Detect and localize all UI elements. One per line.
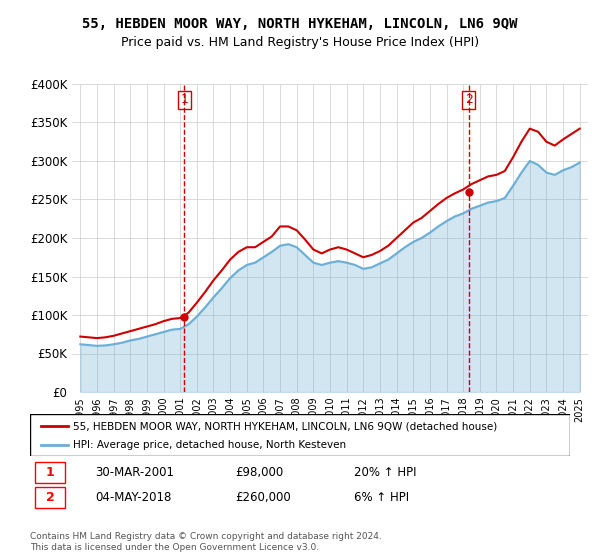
Text: Price paid vs. HM Land Registry's House Price Index (HPI): Price paid vs. HM Land Registry's House …	[121, 36, 479, 49]
Text: 1: 1	[46, 466, 55, 479]
Text: HPI: Average price, detached house, North Kesteven: HPI: Average price, detached house, Nort…	[73, 440, 346, 450]
FancyBboxPatch shape	[30, 414, 570, 456]
Text: Contains HM Land Registry data © Crown copyright and database right 2024.
This d: Contains HM Land Registry data © Crown c…	[30, 532, 382, 552]
Text: £98,000: £98,000	[235, 466, 283, 479]
FancyBboxPatch shape	[35, 462, 65, 483]
Text: 6% ↑ HPI: 6% ↑ HPI	[354, 491, 409, 504]
Text: 2: 2	[465, 93, 473, 106]
Text: 55, HEBDEN MOOR WAY, NORTH HYKEHAM, LINCOLN, LN6 9QW: 55, HEBDEN MOOR WAY, NORTH HYKEHAM, LINC…	[82, 17, 518, 31]
Text: 2: 2	[46, 491, 55, 504]
Text: 55, HEBDEN MOOR WAY, NORTH HYKEHAM, LINCOLN, LN6 9QW (detached house): 55, HEBDEN MOOR WAY, NORTH HYKEHAM, LINC…	[73, 421, 497, 431]
Text: 30-MAR-2001: 30-MAR-2001	[95, 466, 174, 479]
Text: 20% ↑ HPI: 20% ↑ HPI	[354, 466, 416, 479]
Text: 04-MAY-2018: 04-MAY-2018	[95, 491, 171, 504]
FancyBboxPatch shape	[35, 487, 65, 508]
Text: 1: 1	[181, 93, 188, 106]
Text: £260,000: £260,000	[235, 491, 291, 504]
